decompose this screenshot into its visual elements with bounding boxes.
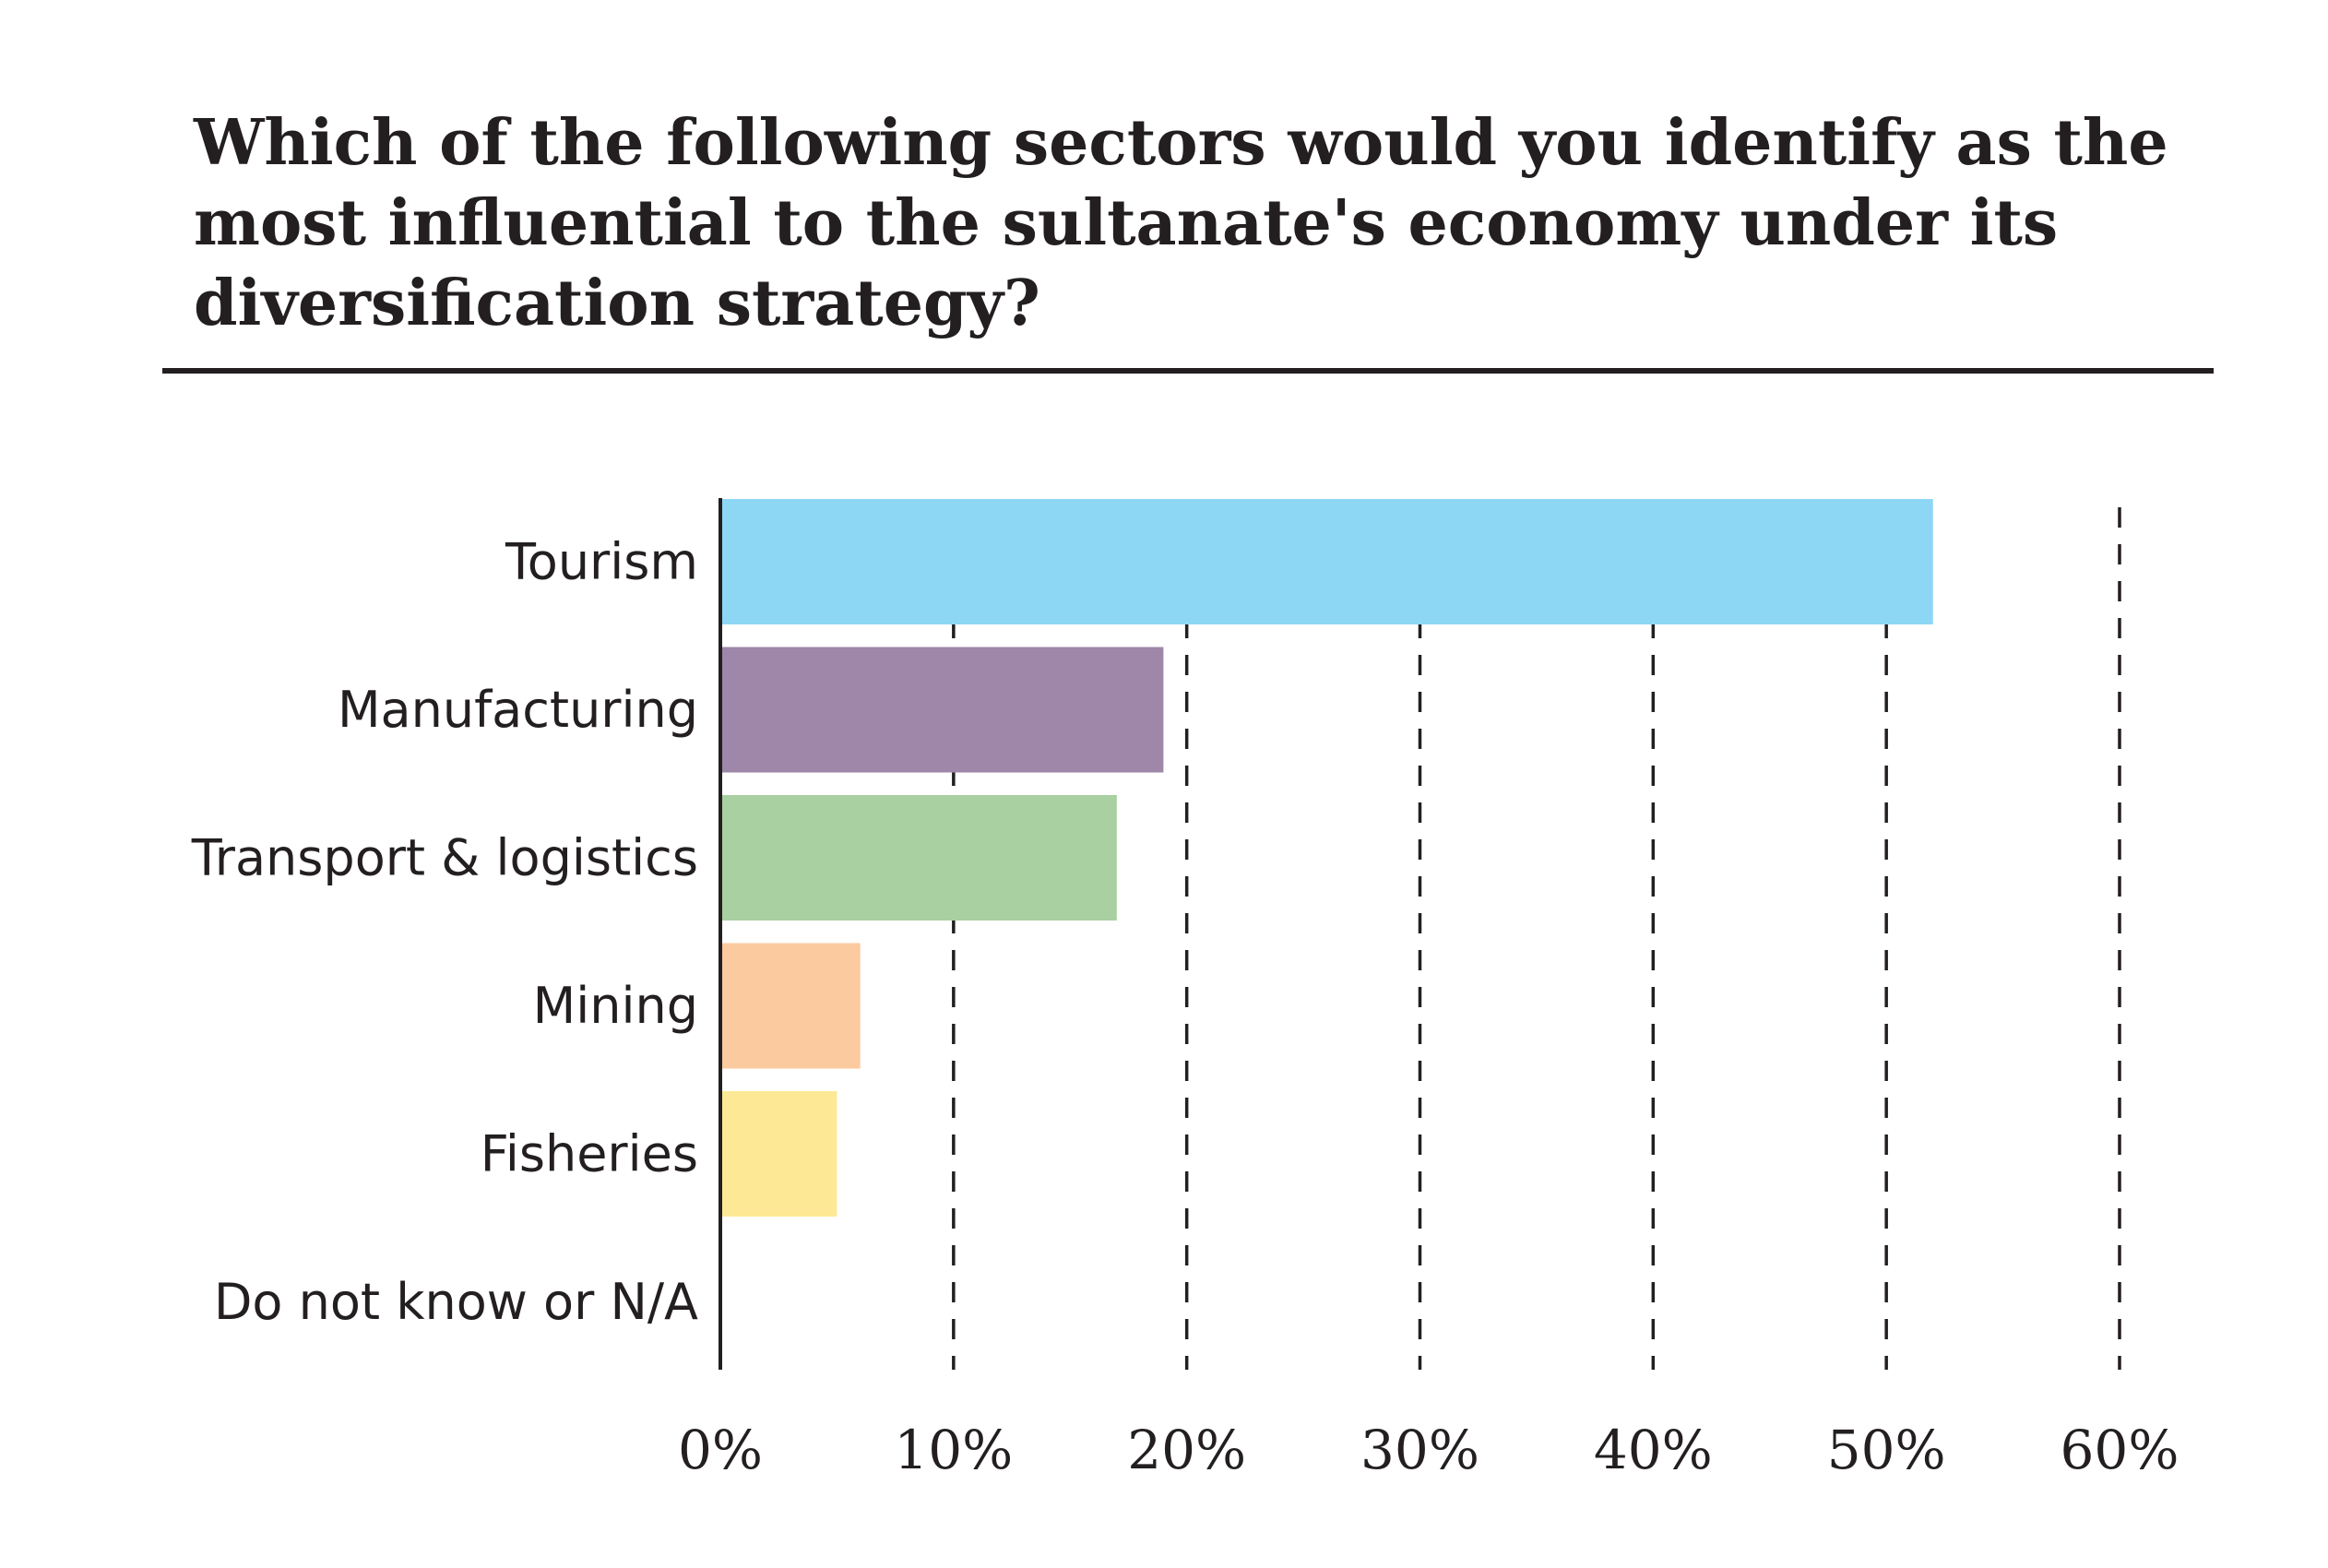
category-labels: Tourism Manufacturing Transport & logistic… [191, 533, 698, 1332]
bar [720, 795, 1117, 921]
category-label: Transport & logistics [191, 829, 698, 887]
category-label: Mining [533, 977, 698, 1035]
bar [720, 1091, 837, 1217]
x-tick-label: 40% [1594, 1419, 1713, 1481]
x-tick-label: 0% [678, 1419, 763, 1481]
x-tick-label: 30% [1360, 1419, 1479, 1481]
category-label: Fisheries [481, 1125, 698, 1183]
bar [720, 499, 1933, 624]
category-label: Manufacturing [338, 681, 698, 739]
gridlines [952, 507, 2121, 1370]
bar [720, 647, 1164, 773]
title-divider [162, 368, 2214, 374]
category-label: Tourism [505, 533, 698, 591]
x-tick-label: 50% [1827, 1419, 1946, 1481]
bar [720, 943, 861, 1069]
category-label: Do not know or N/A [214, 1273, 698, 1331]
x-tick-labels: 0% 10% 20% 30% 40% 50% 60% [678, 1419, 2179, 1481]
x-tick-label: 60% [2061, 1419, 2180, 1481]
chart-title: Which of the following sectors would you… [194, 106, 2168, 340]
x-tick-label: 10% [894, 1419, 1013, 1481]
x-tick-label: 20% [1127, 1419, 1246, 1481]
bars [720, 499, 1933, 1217]
